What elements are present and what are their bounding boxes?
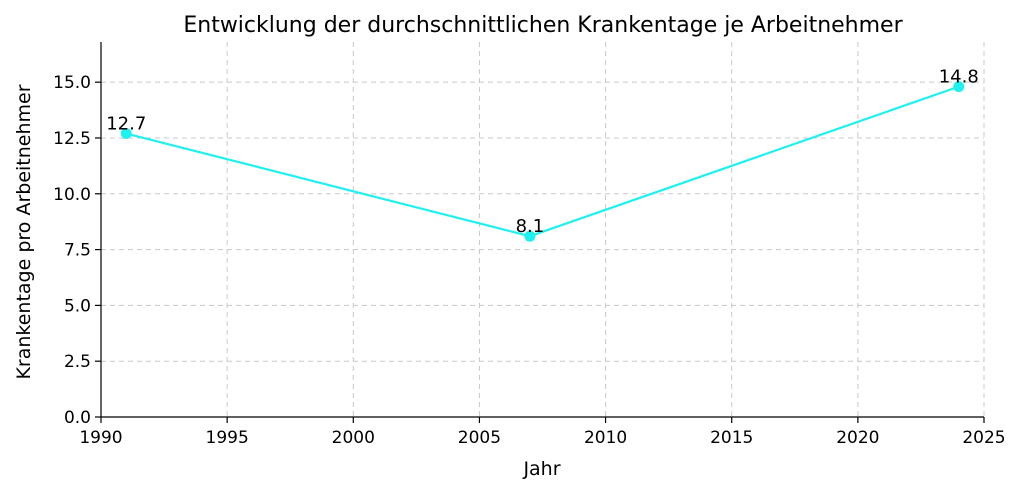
chart-title: Entwicklung der durchschnittlichen Krank… [183, 13, 903, 38]
y-tick-label: 7.5 [64, 241, 91, 261]
x-axis-label: Jahr [522, 458, 560, 480]
y-tick-label: 12.5 [53, 129, 91, 149]
data-point [953, 81, 965, 93]
data-label: 12.7 [106, 114, 146, 135]
x-tick-label: 2020 [836, 428, 879, 448]
y-axis-label: Krankentage pro Arbeitnehmer [13, 84, 35, 379]
y-tick-label: 5.0 [64, 296, 91, 316]
series: 12.7 8.1 14.8 [106, 67, 979, 242]
data-label: 14.8 [939, 67, 979, 88]
grid [100, 42, 985, 418]
ticks: 1990 1995 2000 2005 2010 2015 2020 2025 0.0 2.5 5.… [53, 73, 1005, 448]
data-point [524, 230, 536, 242]
x-tick-label: 2005 [458, 428, 501, 448]
data-label: 8.1 [516, 216, 545, 237]
axes [100, 42, 984, 418]
data-point [120, 128, 132, 140]
x-tick-label: 2000 [332, 428, 375, 448]
y-tick-label: 2.5 [64, 352, 91, 372]
x-tick-label: 2015 [710, 428, 753, 448]
series-line [125, 85, 960, 238]
x-tick-label: 2025 [962, 428, 1005, 448]
x-tick-label: 1990 [79, 428, 122, 448]
y-tick-label: 10.0 [53, 185, 91, 205]
y-tick-label: 0.0 [64, 408, 91, 428]
x-tick-label: 2010 [584, 428, 627, 448]
y-tick-label: 15.0 [53, 73, 91, 93]
x-tick-label: 1995 [206, 428, 249, 448]
